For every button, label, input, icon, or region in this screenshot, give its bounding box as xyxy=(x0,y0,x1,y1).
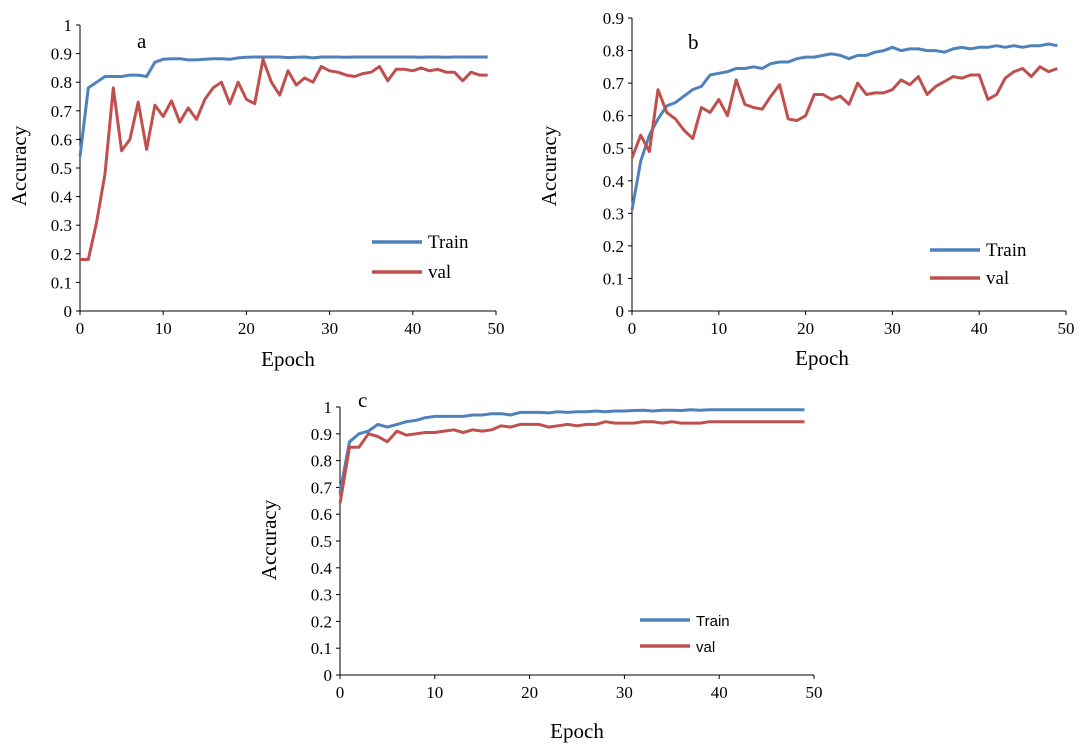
y-tick-label-b: 0.9 xyxy=(603,9,624,28)
panel-label-b: b xyxy=(688,30,699,54)
x-axis-title-c: Epoch xyxy=(550,719,604,743)
y-axis-title-a: Accuracy xyxy=(7,125,31,206)
x-tick-label-a: 0 xyxy=(76,319,85,338)
x-tick-label-a: 30 xyxy=(321,319,338,338)
series-line-val-b xyxy=(630,65,1058,159)
x-tick-label-c: 50 xyxy=(806,683,823,702)
y-tick-label-a: 0.5 xyxy=(51,159,72,178)
y-tick-label-b: 0.6 xyxy=(603,107,624,126)
legend-label-val-a: val xyxy=(428,262,451,283)
y-tick-label-c: 0.5 xyxy=(311,532,332,551)
y-tick-label-a: 0.1 xyxy=(51,273,72,292)
x-tick-label-c: 10 xyxy=(426,683,443,702)
series-line-val-a xyxy=(80,57,488,261)
x-tick-label-b: 40 xyxy=(971,319,988,338)
y-tick-label-b: 0.8 xyxy=(603,42,624,61)
y-tick-label-b: 0.1 xyxy=(603,269,624,288)
y-tick-label-a: 0.3 xyxy=(51,216,72,235)
x-tick-label-b: 20 xyxy=(797,319,814,338)
y-axis-title-b: Accuracy xyxy=(537,125,561,206)
y-tick-label-b: 0.7 xyxy=(603,74,625,93)
y-tick-label-c: 1 xyxy=(324,398,333,417)
panel-label-a: a xyxy=(137,29,147,53)
y-tick-label-a: 0.6 xyxy=(51,130,72,149)
y-tick-label-a: 0 xyxy=(64,302,73,321)
y-tick-label-a: 0.4 xyxy=(51,188,73,207)
y-tick-label-a: 0.9 xyxy=(51,45,72,64)
panel-label-c: c xyxy=(358,388,367,412)
panel-c: c Epoch Accuracy 0 0.1 0.2 0.3 0.4 0.5 0.6 0.7 0… xyxy=(257,388,823,743)
y-tick-label-b: 0.2 xyxy=(603,237,624,256)
x-tick-label-b: 50 xyxy=(1058,319,1075,338)
series-line-train-a xyxy=(78,55,488,157)
y-tick-label-b: 0 xyxy=(616,302,625,321)
y-tick-label-b: 0.3 xyxy=(603,204,624,223)
y-tick-label-c: 0.3 xyxy=(311,586,332,605)
x-tick-label-c: 20 xyxy=(521,683,538,702)
y-tick-label-b: 0.5 xyxy=(603,139,624,158)
legend-label-train-b: Train xyxy=(986,240,1027,261)
x-axis-title-b: Epoch xyxy=(795,346,849,370)
y-tick-label-a: 0.2 xyxy=(51,245,72,264)
x-tick-label-a: 20 xyxy=(238,319,255,338)
y-tick-label-c: 0.8 xyxy=(311,452,332,471)
x-tick-label-a: 50 xyxy=(488,319,505,338)
x-tick-label-c: 40 xyxy=(711,683,728,702)
series-line-val-c xyxy=(338,420,805,504)
x-tick-label-b: 30 xyxy=(884,319,901,338)
y-tick-label-a: 0.7 xyxy=(51,102,73,121)
y-tick-label-c: 0.2 xyxy=(311,612,332,631)
x-axis-title-a: Epoch xyxy=(261,347,315,371)
y-tick-label-c: 0.6 xyxy=(311,505,332,524)
x-tick-label-c: 0 xyxy=(336,683,345,702)
y-tick-label-c: 0 xyxy=(324,666,333,685)
y-tick-label-c: 0.4 xyxy=(311,559,333,578)
y-tick-label-b: 0.4 xyxy=(603,172,625,191)
legend-label-train-c: Train xyxy=(696,613,730,630)
x-tick-label-c: 30 xyxy=(616,683,633,702)
legend-label-val-b: val xyxy=(986,268,1009,289)
series-line-train-c xyxy=(338,408,805,494)
panel-a: a Epoch Accuracy 0 0.1 0.2 0.3 0.4 0.5 0.6 0.7 0… xyxy=(7,16,505,371)
y-tick-label-a: 0.8 xyxy=(51,73,72,92)
y-axis-title-c: Accuracy xyxy=(257,499,281,580)
x-tick-label-a: 40 xyxy=(404,319,421,338)
legend-label-train-a: Train xyxy=(428,232,469,253)
y-tick-label-c: 0.7 xyxy=(311,478,333,497)
x-tick-label-b: 0 xyxy=(628,319,637,338)
x-tick-label-a: 10 xyxy=(155,319,172,338)
y-tick-label-c: 0.9 xyxy=(311,425,332,444)
x-tick-label-b: 10 xyxy=(710,319,727,338)
series-line-train-b xyxy=(630,42,1058,211)
y-tick-label-c: 0.1 xyxy=(311,639,332,658)
legend-label-val-c: val xyxy=(696,639,715,656)
panel-b: b Epoch Accuracy 0 0.1 0.2 0.3 0.4 0.5 0.6 0.7 0… xyxy=(537,9,1075,370)
y-tick-label-a: 1 xyxy=(64,16,73,35)
